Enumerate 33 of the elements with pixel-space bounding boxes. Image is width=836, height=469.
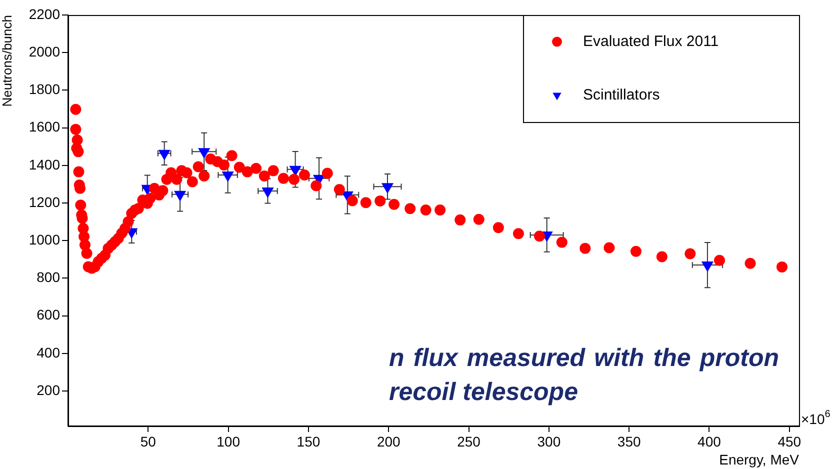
x-tick-label: 150 [296,433,320,450]
y-tick-label: 1600 [28,118,60,135]
point [290,166,302,176]
point [702,262,714,272]
x-tick-label: 50 [140,433,156,450]
y-tick-label: 1400 [28,156,60,172]
y-tick-label: 2200 [28,6,60,22]
x-tick-label: 250 [457,433,481,450]
x-tick-label: 350 [617,433,641,450]
legend-label: Scintillators [583,86,660,104]
y-tick-label: 1800 [28,81,60,98]
y-tick-label: 1200 [28,194,60,210]
point [198,148,210,158]
x-tick-label: 100 [216,433,240,450]
y-tick-label: 600 [36,306,60,323]
x-tick-label: 450 [778,433,802,450]
text: n flux measured with the proton recoil telescope [389,344,779,406]
y-tick-label: 1000 [28,231,60,248]
point [158,150,170,160]
point [262,187,274,198]
point [222,172,234,182]
x-tick-label: 400 [698,433,722,450]
point [382,183,394,194]
y-tick-label: 400 [36,344,60,360]
x-tick-label: 300 [537,433,561,450]
point [174,190,186,201]
x-tick-label: 200 [376,433,401,450]
y-tick-label: 200 [36,382,60,398]
x-axis-title: Energy, MeV [719,451,800,468]
legend-label: Evaluated Flux 2011 [583,32,719,50]
y-tick-label: 800 [36,269,60,286]
y-tick-label: 2000 [28,43,60,60]
y-axis-title: Neutrons/bunch [0,15,14,107]
